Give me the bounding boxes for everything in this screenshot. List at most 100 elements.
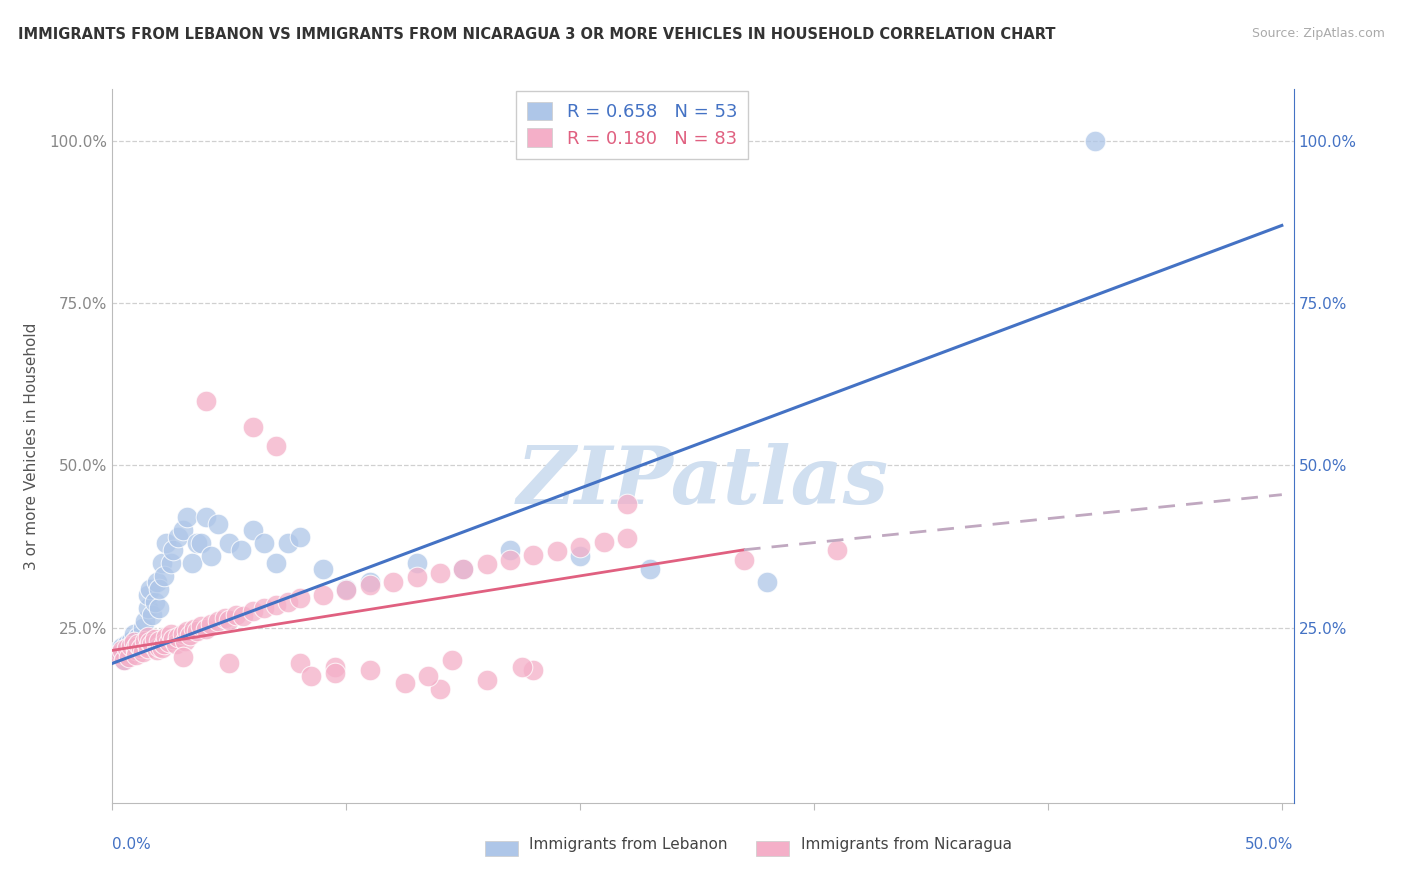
FancyBboxPatch shape <box>485 840 517 856</box>
Text: IMMIGRANTS FROM LEBANON VS IMMIGRANTS FROM NICARAGUA 3 OR MORE VEHICLES IN HOUSE: IMMIGRANTS FROM LEBANON VS IMMIGRANTS FR… <box>18 27 1056 42</box>
Point <box>172 524 194 538</box>
Point <box>242 524 264 538</box>
Point <box>125 637 148 651</box>
Point <box>312 588 335 602</box>
Point <box>125 640 148 654</box>
Point <box>288 591 311 606</box>
Point <box>186 536 208 550</box>
Point <box>277 595 299 609</box>
Point <box>127 637 149 651</box>
Point <box>111 643 134 657</box>
Point <box>148 633 170 648</box>
Point <box>312 562 335 576</box>
Point <box>569 549 592 564</box>
Point <box>546 544 568 558</box>
Point <box>382 575 405 590</box>
Point <box>118 647 141 661</box>
Point <box>616 531 638 545</box>
Point <box>157 635 180 649</box>
Point <box>155 536 177 550</box>
Point <box>429 566 451 580</box>
Point <box>167 631 190 645</box>
Point <box>176 624 198 638</box>
Point <box>162 632 184 647</box>
Text: 0.0%: 0.0% <box>112 838 152 852</box>
Point <box>195 622 218 636</box>
Point <box>115 641 138 656</box>
Point <box>136 631 159 645</box>
Text: 50.0%: 50.0% <box>1246 838 1294 852</box>
Point <box>148 582 170 596</box>
Point <box>288 657 311 671</box>
Text: Immigrants from Nicaragua: Immigrants from Nicaragua <box>762 838 1012 852</box>
Point <box>475 673 498 687</box>
Point <box>405 556 427 570</box>
Point <box>129 641 152 656</box>
Point <box>181 556 204 570</box>
Point <box>264 556 287 570</box>
Point <box>153 568 176 582</box>
Point <box>125 643 148 657</box>
Point <box>569 540 592 554</box>
Point <box>218 657 240 671</box>
Point <box>125 648 148 662</box>
Point <box>335 582 357 596</box>
Point <box>143 632 166 647</box>
Point <box>218 613 240 627</box>
Point <box>155 631 177 645</box>
Point <box>172 627 194 641</box>
Point <box>120 639 142 653</box>
Point <box>165 637 187 651</box>
Point <box>132 645 155 659</box>
Point <box>299 669 322 683</box>
Point <box>418 669 440 683</box>
Legend: R = 0.658   N = 53, R = 0.180   N = 83: R = 0.658 N = 53, R = 0.180 N = 83 <box>516 91 748 159</box>
Point <box>229 542 252 557</box>
Point <box>200 617 222 632</box>
Point <box>359 575 381 590</box>
Text: ZIPatlas: ZIPatlas <box>517 443 889 520</box>
Point <box>218 536 240 550</box>
Point <box>160 556 183 570</box>
Point <box>359 578 381 592</box>
Point <box>264 439 287 453</box>
Point <box>136 641 159 656</box>
Text: Source: ZipAtlas.com: Source: ZipAtlas.com <box>1251 27 1385 40</box>
Point <box>122 627 145 641</box>
Point <box>359 663 381 677</box>
Point <box>510 659 533 673</box>
Point <box>190 536 212 550</box>
Point <box>242 419 264 434</box>
Point <box>394 675 416 690</box>
Point <box>190 619 212 633</box>
Point <box>453 562 475 576</box>
Point <box>150 641 173 656</box>
Point <box>125 643 148 657</box>
Point <box>207 516 229 531</box>
Point <box>146 643 169 657</box>
Point <box>232 609 254 624</box>
Point <box>253 601 276 615</box>
Point <box>756 575 779 590</box>
Point <box>335 582 357 597</box>
Point <box>453 562 475 576</box>
Point <box>139 635 162 649</box>
Point <box>429 682 451 697</box>
Point <box>134 633 156 648</box>
Point <box>153 637 176 651</box>
Point <box>186 624 208 638</box>
Point <box>323 666 346 681</box>
Point <box>277 536 299 550</box>
Point <box>499 542 522 557</box>
Point <box>242 604 264 618</box>
Point <box>129 640 152 654</box>
Point <box>136 601 159 615</box>
Point <box>183 622 205 636</box>
Point <box>733 552 755 566</box>
Point <box>141 637 163 651</box>
Point <box>195 393 218 408</box>
Point <box>162 542 184 557</box>
Point <box>616 497 638 511</box>
Point <box>134 614 156 628</box>
Point <box>827 542 849 557</box>
